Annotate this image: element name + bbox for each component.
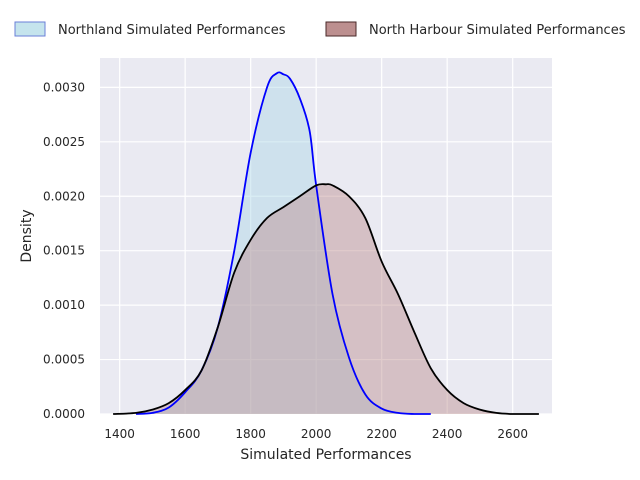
area-north-harbour	[113, 184, 539, 414]
x-tick-label: 2400	[432, 427, 463, 441]
y-axis-label: Density	[19, 209, 35, 262]
x-axis-label: Simulated Performances	[240, 447, 411, 463]
y-tick-label: 0.0015	[43, 244, 85, 258]
legend-label-north-harbour: North Harbour Simulated Performances	[369, 23, 626, 38]
x-tick-label: 1800	[235, 427, 266, 441]
y-tick-label: 0.0005	[43, 353, 85, 367]
legend-label-northland: Northland Simulated Performances	[58, 23, 286, 38]
area-northland	[136, 72, 431, 414]
y-tick-label: 0.0020	[43, 189, 85, 203]
legend-swatch-north-harbour	[325, 21, 357, 37]
x-tick-label: 2200	[366, 427, 397, 441]
y-tick-label: 0.0000	[43, 407, 85, 421]
plot-area	[100, 58, 552, 414]
x-tick-label: 2000	[301, 427, 332, 441]
x-tick-label: 1600	[170, 427, 201, 441]
legend: Northland Simulated Performances North H…	[14, 21, 626, 38]
y-tick-label: 0.0010	[43, 298, 85, 312]
legend-swatch-northland	[14, 21, 46, 37]
series-layer	[113, 71, 539, 415]
x-tick-label: 1400	[104, 427, 135, 441]
y-tick-labels: 0.0000 0.0005 0.0010 0.0015 0.0020 0.0025 0.00…	[43, 80, 85, 421]
line-north-harbour	[113, 183, 539, 415]
x-tick-label: 2600	[497, 427, 528, 441]
y-tick-label: 0.0030	[43, 80, 85, 94]
y-tick-label: 0.0025	[43, 135, 85, 149]
x-tick-labels: 1400 1600 1800 2000 2200 2400 2600	[104, 427, 528, 441]
